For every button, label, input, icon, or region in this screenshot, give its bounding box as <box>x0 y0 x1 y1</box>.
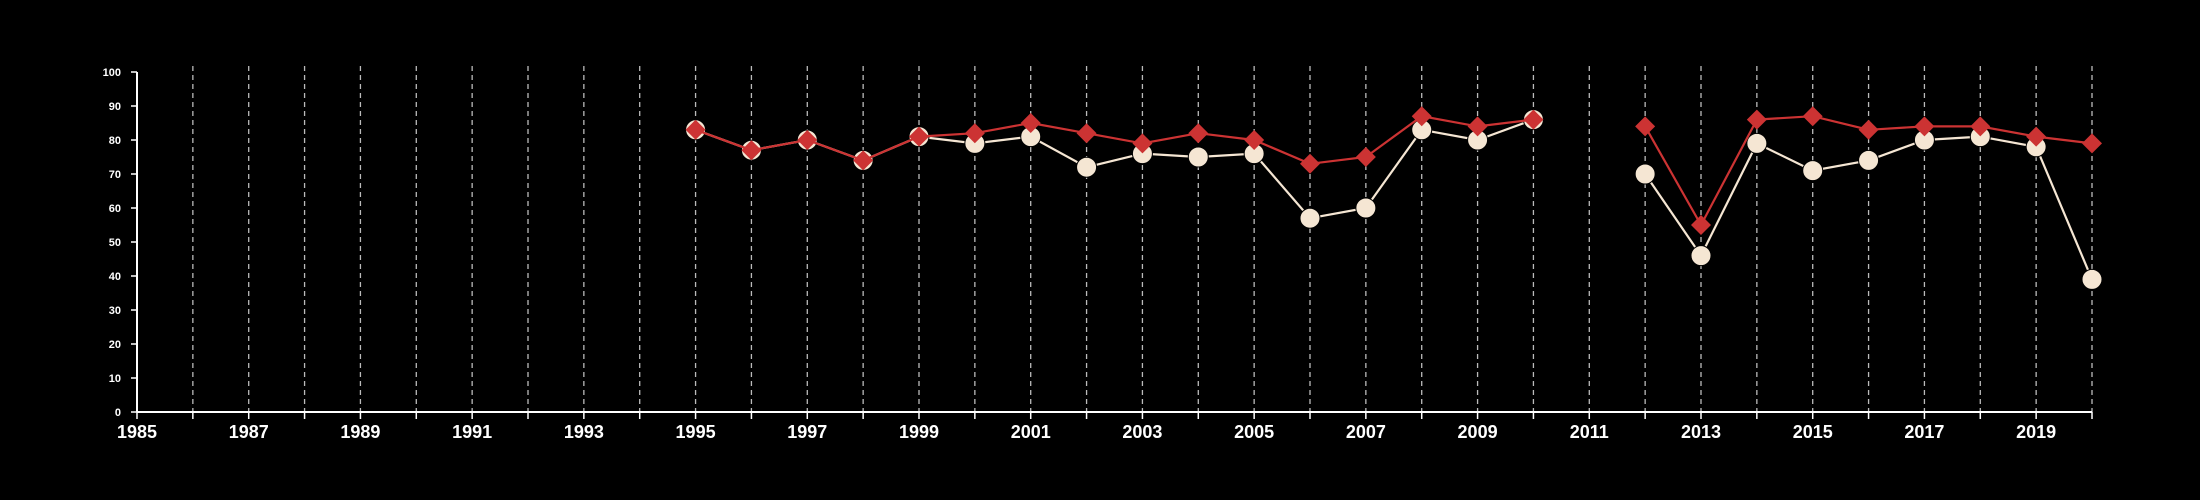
data-point <box>1188 123 1209 144</box>
x-tick-label: 1995 <box>676 422 716 442</box>
data-point <box>1634 163 1656 185</box>
x-tick-label: 1999 <box>899 422 939 442</box>
data-point <box>853 150 874 171</box>
y-tick-label: 80 <box>109 135 121 147</box>
x-tick-label: 2007 <box>1346 422 1386 442</box>
data-point <box>1690 245 1712 267</box>
data-point <box>2082 133 2102 154</box>
data-point <box>1132 133 1153 154</box>
x-tick-label: 1991 <box>452 422 492 442</box>
y-tick-label: 50 <box>109 237 121 249</box>
data-point <box>1523 109 1544 130</box>
x-tick-label: 2013 <box>1681 422 1721 442</box>
x-tick-label: 2015 <box>1793 422 1833 442</box>
grid-lines <box>192 66 2093 412</box>
y-tick-label: 0 <box>115 407 121 419</box>
data-point <box>1187 146 1209 168</box>
y-tick-label: 20 <box>109 339 121 351</box>
x-tick-label: 2005 <box>1234 422 1274 442</box>
data-point <box>1355 197 1377 219</box>
data-point <box>1970 116 1991 137</box>
data-point <box>1411 106 1432 127</box>
series-line <box>695 115 1534 165</box>
data-point <box>1076 123 1097 144</box>
series-2 <box>685 106 2102 235</box>
data-point <box>1467 116 1488 137</box>
y-tick-label: 40 <box>109 271 121 283</box>
data-point <box>1299 207 1321 229</box>
y-tick-label: 10 <box>109 373 121 385</box>
x-tick-label: 1989 <box>340 422 380 442</box>
data-point <box>1914 116 1935 137</box>
x-tick-label: 1993 <box>564 422 604 442</box>
x-tick-label: 2017 <box>1904 422 1944 442</box>
data-point <box>1076 156 1098 178</box>
x-tick-label: 1987 <box>229 422 269 442</box>
x-tick-label: 2009 <box>1458 422 1498 442</box>
x-tick-label: 2011 <box>1570 422 1609 442</box>
data-point <box>1858 119 1879 140</box>
data-point <box>1802 106 1823 127</box>
data-point <box>909 126 929 147</box>
x-tick-label: 2001 <box>1011 422 1051 442</box>
data-point <box>2026 126 2047 147</box>
y-tick-label: 30 <box>109 305 121 317</box>
axes: 0 10 20 30 40 50 60 70 80 90 100 1985 1987 1989 1991 19… <box>103 67 2093 442</box>
y-tick-label: 70 <box>109 169 121 181</box>
data-point <box>1020 113 1041 133</box>
x-tick-label: 2019 <box>2016 422 2056 442</box>
data-point <box>1746 132 1768 154</box>
data-point <box>1355 147 1376 167</box>
series-line <box>695 118 1534 220</box>
data-series <box>685 106 2103 290</box>
data-point <box>1746 109 1767 130</box>
y-tick-label: 100 <box>103 67 121 79</box>
x-tick-label: 1997 <box>787 422 827 442</box>
data-point <box>1300 153 1320 174</box>
data-point <box>2081 268 2103 290</box>
data-point <box>1691 215 1711 235</box>
data-point <box>1244 130 1265 150</box>
x-tick-label: 1985 <box>117 422 157 442</box>
y-tick-label: 60 <box>109 203 121 215</box>
data-point <box>741 140 762 161</box>
data-point <box>1802 160 1824 182</box>
y-tick-label: 90 <box>109 101 121 113</box>
data-point <box>964 123 985 144</box>
data-point <box>1635 116 1656 137</box>
data-point <box>685 119 706 140</box>
data-point <box>797 130 818 150</box>
x-tick-label: 2003 <box>1122 422 1162 442</box>
data-point <box>1858 149 1880 171</box>
